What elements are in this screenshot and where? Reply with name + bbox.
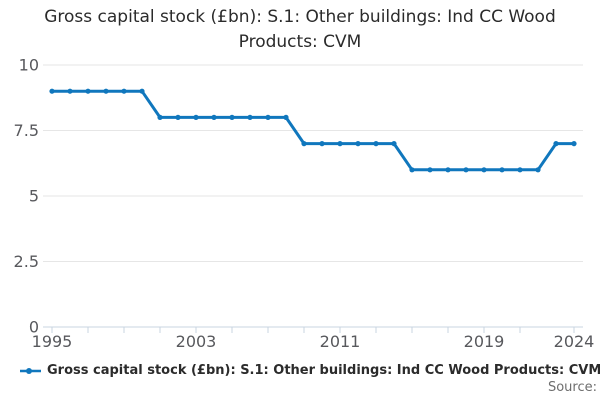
data-point-2006 <box>247 114 253 120</box>
data-point-2013 <box>373 141 379 147</box>
data-point-2020 <box>499 167 505 173</box>
data-point-2008 <box>283 114 289 120</box>
data-point-2022 <box>535 167 541 173</box>
data-point-2019 <box>481 167 487 173</box>
series-line <box>50 89 576 172</box>
chart-title: Gross capital stock (£bn): S.1: Other bu… <box>44 7 556 52</box>
x-tick-label-2003: 2003 <box>176 332 217 351</box>
data-point-2000 <box>139 88 145 94</box>
data-point-2016 <box>427 167 433 173</box>
data-point-1998 <box>103 88 109 94</box>
x-tick-label-1995: 1995 <box>32 332 73 351</box>
y-tick-label-5: 5 <box>29 187 39 206</box>
data-point-2021 <box>517 167 523 173</box>
data-point-2018 <box>463 167 469 173</box>
data-point-1995 <box>49 88 55 94</box>
legend-label: Gross capital stock (£bn): S.1: Other bu… <box>47 363 600 378</box>
data-point-2010 <box>319 141 325 147</box>
x-tick-label-2011: 2011 <box>320 332 361 351</box>
data-point-2004 <box>211 114 217 120</box>
source-label: Source: <box>547 380 597 395</box>
data-point-2017 <box>445 167 451 173</box>
data-point-2014 <box>391 141 397 147</box>
data-point-2011 <box>337 141 343 147</box>
data-point-2001 <box>157 114 163 120</box>
data-point-1997 <box>85 88 91 94</box>
y-tick-label-0: 0 <box>29 318 39 337</box>
data-point-2015 <box>409 167 415 173</box>
x-tick-label-2024: 2024 <box>554 332 595 351</box>
data-point-2003 <box>193 114 199 120</box>
data-point-2002 <box>175 114 181 120</box>
x-tick-label-2019: 2019 <box>464 332 505 351</box>
data-point-2009 <box>301 141 307 147</box>
legend-line-dot-icon <box>20 367 41 374</box>
y-tick-label-2.5: 2.5 <box>14 252 39 271</box>
data-point-2012 <box>355 141 361 147</box>
data-point-1996 <box>67 88 73 94</box>
data-point-2024 <box>571 141 577 147</box>
data-point-2023 <box>553 141 559 147</box>
data-point-2007 <box>265 114 271 120</box>
data-point-1999 <box>121 88 127 94</box>
legend: Gross capital stock (£bn): S.1: Other bu… <box>20 363 600 378</box>
y-tick-label-10: 10 <box>19 56 39 75</box>
data-point-2005 <box>229 114 235 120</box>
y-tick-label-7.5: 7.5 <box>14 121 39 140</box>
